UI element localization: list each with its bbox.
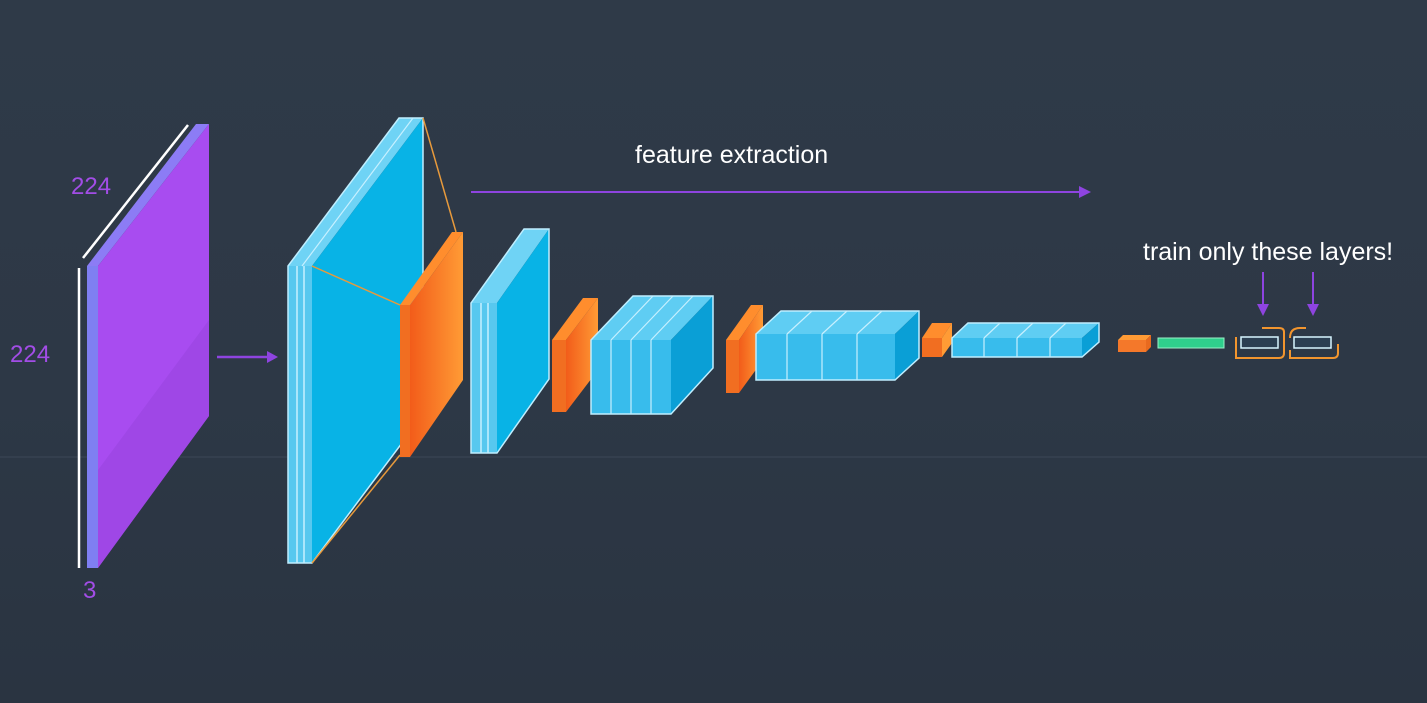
conv-layer-4 [755, 310, 920, 381]
conv1-connector-lines [311, 117, 457, 564]
input-height-label: 224 [10, 341, 51, 368]
input-layer-top [87, 124, 209, 266]
conv-layer-1 [287, 117, 424, 564]
pool-layer-3 [726, 305, 763, 393]
input-layer [87, 124, 209, 568]
trainable-layer-2 [1289, 327, 1339, 359]
input-arrow [217, 351, 278, 363]
dense-layer-green [1157, 337, 1225, 349]
input-depth-label: 3 [83, 577, 97, 604]
conv-layer-3 [590, 295, 714, 415]
conv-layer-5 [951, 322, 1100, 358]
input-layer-side [87, 266, 98, 568]
conv-layer-2 [470, 228, 550, 454]
pool-layer-5 [1118, 335, 1151, 352]
trainable-layer-1 [1235, 327, 1285, 359]
pool-layer-4 [922, 323, 952, 357]
pool-layer-2 [552, 298, 598, 412]
train-only-label: train only these layers! [1143, 238, 1394, 266]
input-layer-front-shade [98, 320, 209, 568]
feature-extraction-arrow [471, 186, 1091, 198]
train-arrow-1 [1257, 272, 1269, 316]
train-arrow-2 [1307, 272, 1319, 316]
pool-layer-1 [400, 232, 463, 457]
input-width-label: 224 [71, 173, 112, 200]
input-width-guide [82, 124, 189, 259]
feature-extraction-label: feature extraction [635, 141, 829, 169]
